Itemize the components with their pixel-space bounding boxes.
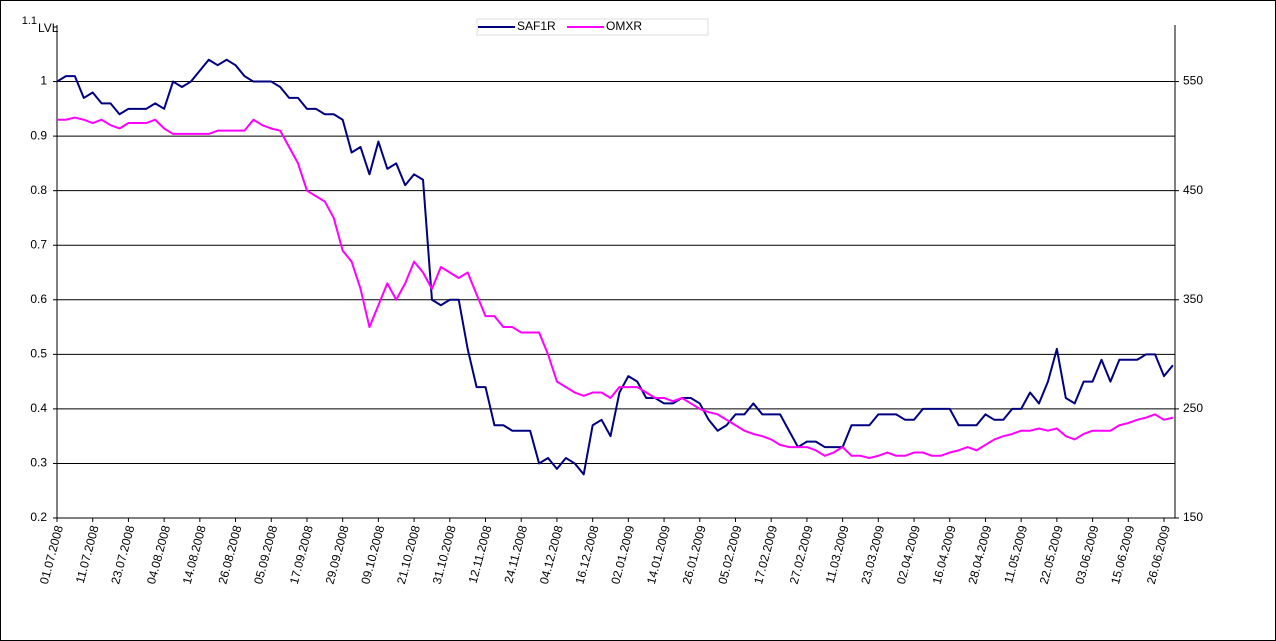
y-tick-label: 1: [40, 74, 47, 88]
y-axis-label: LVL: [38, 21, 59, 35]
y-tick-label: 0.2: [30, 510, 47, 524]
y-tick-label: 0.7: [30, 237, 47, 251]
y-tick-label: 1.1: [22, 15, 37, 27]
y2-tick-label: 450: [1183, 183, 1203, 197]
legend-label: SAF1R: [517, 19, 556, 33]
y2-tick-label: 250: [1183, 401, 1203, 415]
y-tick-label: 0.3: [30, 456, 47, 470]
series-line: [56, 58, 1174, 476]
legend-label: OMXR: [606, 19, 642, 33]
y-tick-label: 0.8: [30, 183, 47, 197]
y2-tick-label: 150: [1183, 510, 1203, 524]
y-tick-label: 0.6: [30, 292, 47, 306]
series-line: [57, 116, 1174, 459]
y-tick-label: 0.9: [30, 128, 47, 142]
y2-tick-label: 350: [1183, 292, 1203, 306]
y-tick-label: 0.5: [30, 347, 47, 361]
y2-tick-label: 550: [1183, 74, 1203, 88]
y-tick-label: 0.4: [30, 401, 47, 415]
